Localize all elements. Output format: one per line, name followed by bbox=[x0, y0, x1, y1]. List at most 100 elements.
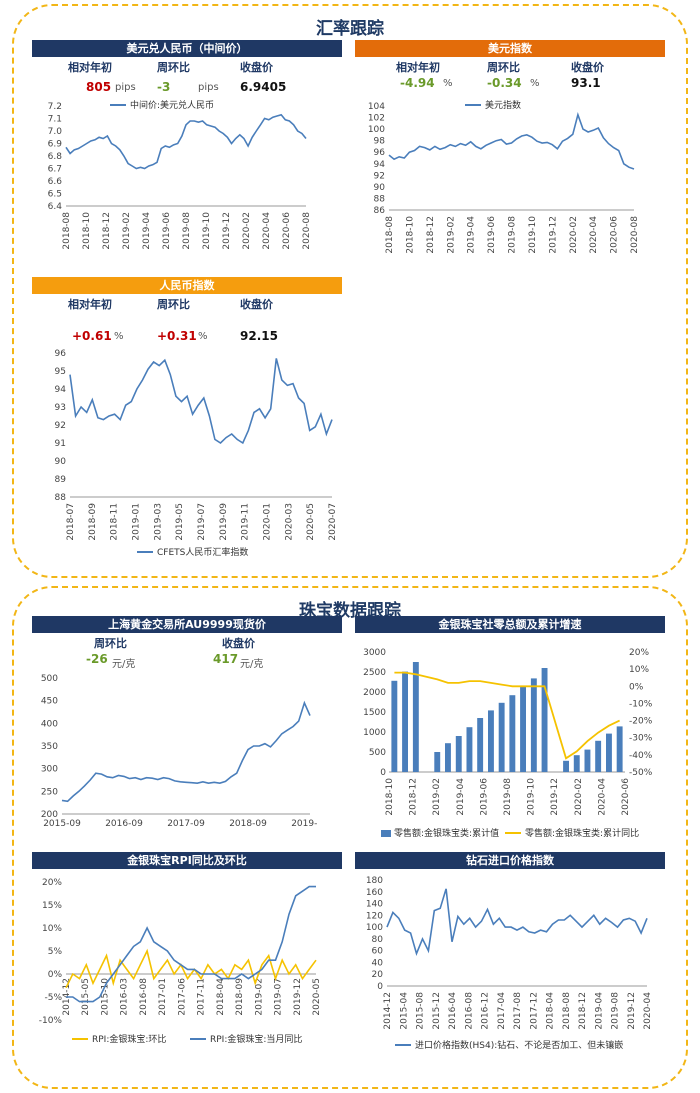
gold-close-unit: 元/克 bbox=[240, 659, 264, 670]
cfets-series-line bbox=[69, 358, 333, 445]
x-tick-label: 2019-09 bbox=[219, 503, 229, 541]
retail-bar bbox=[412, 662, 419, 772]
x-tick-label: 2019-05 bbox=[175, 503, 185, 541]
y-tick-label: -50% bbox=[629, 768, 653, 778]
x-tick-label: 2014-12 bbox=[383, 992, 393, 1030]
dxy-series-line bbox=[388, 111, 635, 170]
x-tick-label: 2019-06 bbox=[162, 212, 172, 250]
usdcny-chart: 6.4 6.5 6.6 6.7 6.8 6.9 7.0 7.1 7.2 2018-08 2018-1… bbox=[48, 99, 312, 250]
cfets-chart: 88 89 90 91 92 93 94 95 96 2018-07 2018-09 2018-11 2… bbox=[55, 349, 338, 558]
x-tick-label: 2019-12 bbox=[293, 978, 303, 1016]
retail-header: 金银珠宝社零总额及累计增速 bbox=[355, 616, 665, 633]
y-tick-label: 95 bbox=[55, 367, 66, 377]
y-tick-label: 96 bbox=[374, 148, 386, 158]
retail-bar bbox=[477, 718, 484, 772]
x-tick-label: 2020-04 bbox=[597, 778, 607, 816]
retail-bar bbox=[616, 726, 623, 772]
y-tick-label: 160 bbox=[366, 888, 383, 898]
x-tick-label: 2016-12 bbox=[481, 992, 491, 1030]
gold-wow-label: 周环比 bbox=[94, 637, 127, 650]
usdcny-wow-value: -3 bbox=[157, 80, 171, 94]
y-tick-label: -40% bbox=[629, 751, 653, 761]
diamond-series-line bbox=[386, 888, 648, 957]
gold-series-line bbox=[61, 700, 311, 803]
retail-legend-value-swatch bbox=[381, 830, 391, 837]
y-tick-label: 89 bbox=[55, 475, 67, 485]
x-tick-label: 2019-12 bbox=[550, 778, 560, 816]
usdcny-wow-unit: pips bbox=[198, 82, 219, 93]
retail-chart: 0 500 1000 1500 2000 2500 3000 -50% -40% -30% -20%… bbox=[363, 648, 653, 839]
x-tick-label: 2020-06 bbox=[282, 212, 292, 250]
x-tick-label: 2020-02 bbox=[569, 216, 579, 254]
y-tick-label: 90 bbox=[374, 183, 386, 193]
cfets-ytd-label: 相对年初 bbox=[68, 298, 112, 311]
y-tick-label: 98 bbox=[374, 137, 386, 147]
cfets-legend-label: CFETS人民币汇率指数 bbox=[157, 546, 248, 558]
x-tick-label: 2019-02 bbox=[122, 212, 132, 250]
y-tick-label: 7.1 bbox=[48, 115, 62, 125]
retail-legend-value-label: 零售额:金银珠宝类:累计值 bbox=[394, 827, 499, 839]
y-tick-label: 20% bbox=[629, 648, 649, 658]
x-tick-label: 2019-12 bbox=[222, 212, 232, 250]
usdcny-header: 美元兑人民币（中间价） bbox=[32, 40, 342, 57]
x-tick-label: 2020-06 bbox=[610, 216, 620, 254]
x-tick-label: 2016-09 bbox=[105, 819, 143, 829]
y-tick-label: 120 bbox=[366, 911, 383, 921]
x-tick-label: 2018-10 bbox=[385, 778, 395, 816]
x-tick-label: 2019-04 bbox=[594, 992, 604, 1030]
usdcny-wow-label: 周环比 bbox=[157, 61, 190, 74]
retail-bar bbox=[606, 733, 612, 772]
x-tick-label: 2015-05 bbox=[81, 978, 91, 1016]
x-tick-label: 2015-08 bbox=[416, 992, 426, 1030]
y-tick-label: 250 bbox=[41, 787, 58, 797]
y-tick-label: 6.4 bbox=[48, 202, 63, 212]
retail-bar bbox=[509, 695, 516, 772]
x-tick-label: 2020-04 bbox=[643, 992, 653, 1030]
x-tick-label: 2018-10 bbox=[405, 216, 415, 254]
x-tick-label: 2020-08 bbox=[630, 216, 640, 254]
x-tick-label: 2019-02 bbox=[446, 216, 456, 254]
x-tick-label: 2019-07 bbox=[274, 978, 284, 1016]
x-tick-label: 2019-04 bbox=[142, 212, 152, 250]
y-tick-label: 10% bbox=[629, 665, 649, 675]
x-tick-label: 2017-12 bbox=[529, 992, 539, 1030]
cfets-wow-label: 周环比 bbox=[157, 298, 190, 311]
y-tick-label: 1000 bbox=[363, 728, 386, 738]
gold-header: 上海黄金交易所AU9999现货价 bbox=[32, 616, 342, 633]
fx-section: 汇率跟踪 bbox=[12, 4, 688, 578]
rpi-legend-yoy-label: RPI:金银珠宝:当月同比 bbox=[210, 1033, 302, 1045]
y-tick-label: 40 bbox=[372, 958, 384, 968]
x-tick-label: 2019-02 bbox=[432, 778, 442, 816]
usdcny-close-label: 收盘价 bbox=[240, 61, 273, 74]
cfets-ytd-unit: % bbox=[114, 331, 124, 342]
y-tick-label: 88 bbox=[55, 493, 67, 503]
y-tick-label: 0 bbox=[380, 768, 386, 778]
x-tick-label: 2018-10 bbox=[82, 212, 92, 250]
x-tick-label: 2017-11 bbox=[197, 978, 207, 1016]
x-tick-label: 2020-08 bbox=[302, 212, 312, 250]
x-tick-label: 2019-07 bbox=[197, 503, 207, 541]
x-tick-label: 2016-08 bbox=[139, 978, 149, 1016]
y-tick-label: 102 bbox=[368, 114, 385, 124]
y-tick-label: -10% bbox=[629, 699, 653, 709]
x-tick-label: 2018-09 bbox=[88, 503, 98, 541]
rpi-yoy-line bbox=[66, 885, 316, 1003]
y-tick-label: 7.0 bbox=[48, 127, 63, 137]
x-tick-label: 2018-12 bbox=[102, 212, 112, 250]
cfets-ytd-value: +0.61 bbox=[72, 329, 112, 343]
x-tick-label: 2016-08 bbox=[464, 992, 474, 1030]
y-tick-label: 15% bbox=[42, 901, 62, 911]
y-tick-label: 300 bbox=[41, 765, 58, 775]
retail-bar bbox=[573, 755, 580, 772]
x-tick-label: 2019-04 bbox=[467, 216, 477, 254]
y-tick-label: 500 bbox=[41, 674, 58, 684]
y-tick-label: 5% bbox=[48, 947, 63, 957]
rpi-legend-mom-label: RPI:金银珠宝:环比 bbox=[92, 1033, 166, 1045]
retail-bar bbox=[563, 760, 569, 772]
y-tick-label: 180 bbox=[366, 876, 383, 886]
y-tick-label: 7.2 bbox=[48, 102, 62, 112]
x-tick-label: 2019-01 bbox=[132, 503, 142, 541]
rpi-header: 金银珠宝RPI同比及环比 bbox=[32, 852, 342, 869]
dxy-header: 美元指数 bbox=[355, 40, 665, 57]
